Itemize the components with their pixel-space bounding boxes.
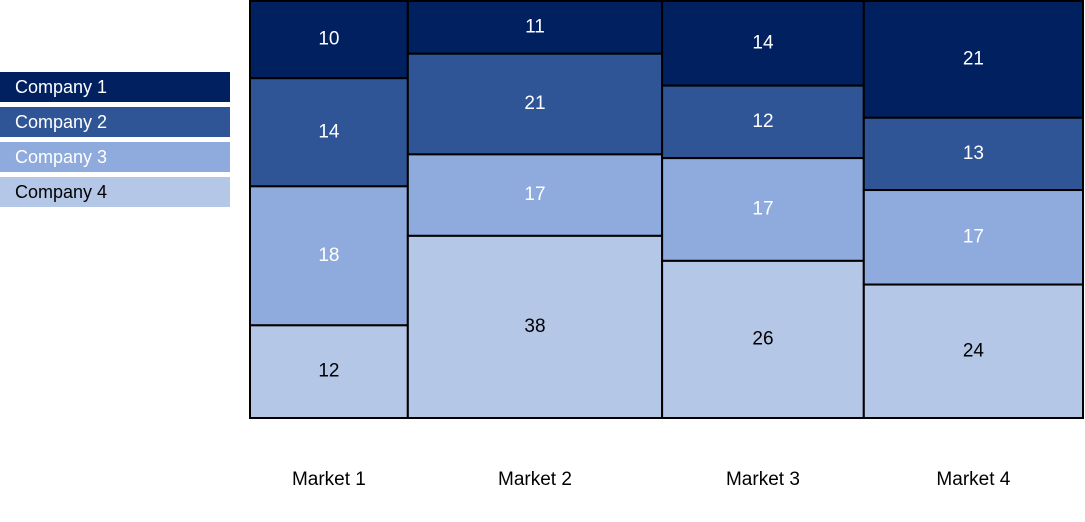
data-label: 26 [752,328,773,349]
data-label: 17 [963,226,984,247]
legend-item: Company 3 [0,142,230,172]
legend-item: Company 2 [0,107,230,137]
segment [661,157,865,262]
data-label: 21 [524,93,545,114]
legend: Company 1 Company 2 Company 3 Company 4 [0,72,230,212]
category-label: Market 3 [726,469,800,490]
segment [249,77,409,188]
segment [249,185,409,327]
segment [406,234,664,419]
segment [406,0,664,55]
data-label: 14 [318,121,340,142]
segment [406,153,664,237]
segment [862,116,1085,192]
data-label: 38 [524,316,545,337]
data-label: 17 [752,199,773,220]
data-label: 24 [963,340,985,361]
segment [406,52,664,156]
data-label: 11 [525,16,545,37]
category-label: Market 4 [936,469,1010,490]
category-label: Market 2 [498,469,572,490]
data-label: 13 [963,143,984,164]
data-label: 14 [752,32,774,53]
segment [862,283,1085,419]
legend-item: Company 4 [0,177,230,207]
segment [661,259,865,419]
segment [862,0,1085,119]
segment [661,0,865,87]
data-label: 12 [752,111,773,132]
data-label: 12 [318,361,339,382]
category-label: Market 1 [292,469,366,490]
segment [661,84,865,160]
data-label: 10 [318,29,339,50]
data-label: 17 [524,184,545,205]
data-label: 18 [318,245,339,266]
data-label: 21 [963,48,984,69]
segment [249,324,409,420]
legend-item: Company 1 [0,72,230,102]
